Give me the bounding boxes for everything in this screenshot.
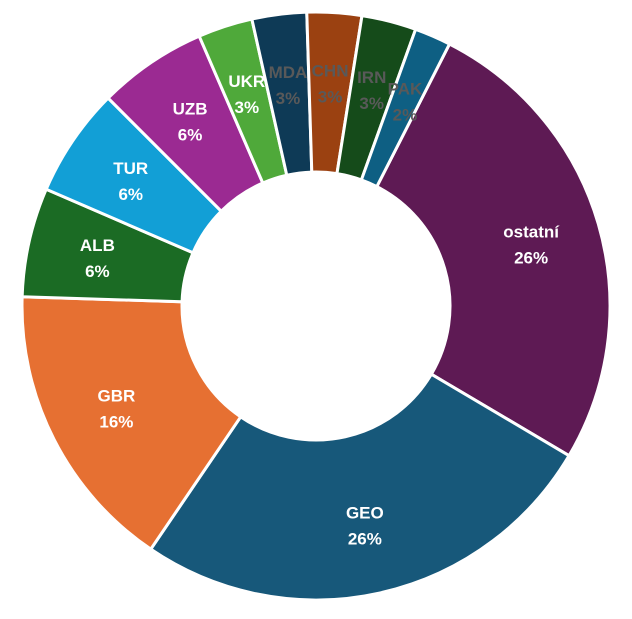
slice-percent-ostatní: 26% [514,249,548,268]
slice-pak [359,27,452,189]
slice-label-mda: MDA [269,63,308,82]
slice-label-ukr: UKR [228,72,265,91]
slice-percent-chn: 3% [318,87,343,106]
slice-label-tur: TUR [113,159,148,178]
slice-percent-ukr: 3% [234,98,259,117]
slice-geo [148,372,572,602]
slice-label-uzb: UZB [173,100,208,119]
slice-label-alb: ALB [80,236,115,255]
slice-percent-pak: 2% [393,105,418,124]
slice-gbr [20,295,243,552]
slice-label-pak: PAK [388,79,423,98]
slice-label-irn: IRN [357,68,386,87]
slice-percent-uzb: 6% [178,126,203,145]
slice-label-ostatní: ostatní [503,223,560,242]
slice-label-geo: GEO [346,504,384,523]
slice-percent-gbr: 16% [99,413,133,432]
slice-percent-alb: 6% [85,262,110,281]
slice-label-chn: CHN [312,61,349,80]
slice-percent-geo: 26% [348,530,382,549]
slice-percent-irn: 3% [359,94,384,113]
slice-ostatní [374,42,612,458]
slice-label-gbr: GBR [98,387,136,406]
slice-percent-tur: 6% [118,185,143,204]
slice-percent-mda: 3% [276,89,301,108]
